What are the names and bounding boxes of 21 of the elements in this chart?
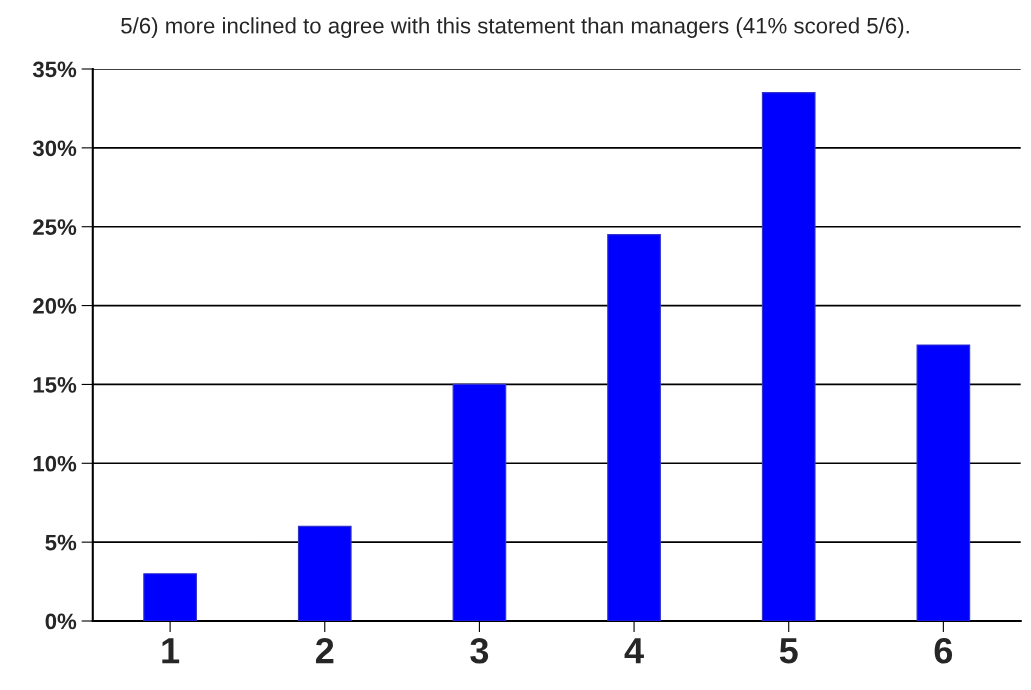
bar [607, 234, 661, 621]
x-tick-label: 2 [315, 637, 334, 664]
bar [297, 525, 352, 621]
x-tick-label: 1 [162, 638, 180, 664]
x-tick-label: 6 [934, 637, 953, 664]
x-tick-label: 4 [624, 638, 644, 664]
y-tick-label: 5% [45, 534, 77, 551]
bar [452, 383, 507, 621]
text: 5/6) more inclined to agree with this statement than managers (41% scored 5/6). [121, 17, 909, 38]
x-tick-label: 3 [470, 637, 489, 664]
bar [761, 92, 816, 621]
y-tick-label: 25% [33, 219, 77, 235]
x-tick-label: 5 [779, 638, 798, 664]
y-tick-label: 30% [32, 140, 77, 157]
y-tick-label: 10% [33, 455, 77, 472]
bar [143, 573, 197, 621]
y-tick-label: 15% [33, 377, 77, 393]
y-tick-label: 0% [45, 613, 77, 630]
y-tick-label: 20% [33, 298, 77, 314]
y-tick-label: 35% [32, 61, 77, 78]
bar [916, 344, 971, 621]
